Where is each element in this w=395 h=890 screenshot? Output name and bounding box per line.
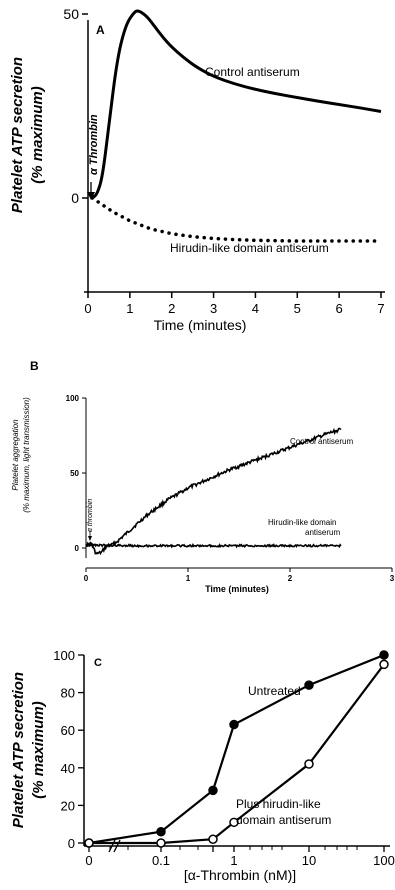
panel-a-y-tick-label: 0 <box>71 190 79 206</box>
panel-a-x-tick-label: 5 <box>294 301 301 316</box>
panel-b-y-label: Platelet aggregation <box>11 419 20 491</box>
panel-c-series-label-hirudin-line2: domain antiserum <box>236 813 331 827</box>
panel-c-hirudin-point <box>208 834 218 844</box>
panel-c-y-tick-label: 80 <box>61 686 75 701</box>
panel-c-axes: 0 0.1 1 10 100 0 20 40 60 80 100 <box>53 648 395 868</box>
panel-b-series-label-hirudin-line1: Hirudin-like domain <box>268 518 336 527</box>
panel-c-hirudin-point <box>229 817 239 828</box>
panel-c-x-tick-label: 1 <box>230 853 237 868</box>
panel-b-label: B <box>30 359 39 373</box>
panel-c-x-label: [α-Thrombin (nM)] <box>184 867 296 883</box>
panel-c-y-ticks: 0 20 40 60 80 100 <box>53 648 84 851</box>
panel-c-y-unit: (% maximum) <box>30 701 47 799</box>
panel-b-x-tick-label: 2 <box>288 574 293 583</box>
panel-b-y-tick-label: 100 <box>66 394 80 403</box>
panel-b-series-label-hirudin-line2: antiserum <box>305 528 340 537</box>
panel-b-axes: 0 1 2 3 0 50 100 <box>66 394 395 583</box>
panel-c-series-label-untreated: Untreated <box>248 684 301 698</box>
panel-b-series-control-line <box>85 427 342 556</box>
panel-c-x-tick-label: 100 <box>373 853 395 868</box>
panel-c-x-ticks: 0 0.1 1 10 100 <box>85 839 395 868</box>
panel-b-x-ticks: 0 1 2 3 <box>84 568 395 583</box>
panel-a-x-ticks: 0 1 2 3 4 5 6 7 <box>84 292 385 316</box>
panel-b-y-ticks: 0 50 100 <box>66 394 86 553</box>
panel-a-label: A <box>96 23 105 37</box>
panel-c-hirudin-point <box>304 759 314 769</box>
panel-c-hirudin-point <box>156 838 166 848</box>
panel-a-series <box>90 9 383 243</box>
panel-b-x-label: Time (minutes) <box>205 584 269 594</box>
panel-a: A 0 1 2 3 4 5 6 7 0 50 Time (minutes) Platelet A… <box>9 6 385 333</box>
panel-b-y-tick-label: 0 <box>75 544 80 553</box>
panel-a-y-ticks: 0 50 <box>63 6 88 206</box>
panel-c-untreated-point <box>304 680 314 690</box>
panel-a-x-tick-label: 3 <box>210 301 217 316</box>
panel-c-y-tick-label: 0 <box>68 836 75 851</box>
panel-a-x-tick-label: 0 <box>84 301 91 316</box>
panel-b-thrombin-arrowhead <box>88 536 92 541</box>
panel-c-series-hirudin-line <box>89 663 385 845</box>
panel-c-untreated-point <box>156 826 166 837</box>
panel-a-thrombin-annotation: α Thrombin <box>88 114 100 175</box>
panel-c-label: C <box>94 657 102 669</box>
panel-c-hirudin-point <box>84 838 94 848</box>
panel-c-y-tick-label: 60 <box>61 723 75 738</box>
panel-a-y-unit: (% maximum) <box>29 86 46 184</box>
panel-b-x-tick-label: 1 <box>186 574 191 583</box>
panel-c-series-label-hirudin-line1: Plus hirudin-like <box>236 797 321 811</box>
panel-c-hirudin-point <box>379 659 389 670</box>
panel-c-untreated-point <box>229 719 239 730</box>
panel-c-y-label: Platelet ATP secretion <box>10 672 27 828</box>
panel-a-x-tick-label: 6 <box>336 301 343 316</box>
panel-c-x-tick-label: 0 <box>85 853 92 868</box>
panel-b-series <box>85 427 342 556</box>
panel-a-series-control-line <box>91 9 382 200</box>
panel-a-x-tick-label: 1 <box>126 301 133 316</box>
panel-b-y-tick-label: 50 <box>70 469 79 478</box>
panel-a-x-tick-label: 2 <box>168 301 175 316</box>
panel-c-untreated-point <box>379 650 389 660</box>
panel-b: B 0 1 2 3 0 50 100 Time (minutes) Platelet ag… <box>11 359 395 594</box>
panel-a-series-hirudin-line <box>90 196 383 243</box>
panel-a-x-label: Time (minutes) <box>154 317 247 333</box>
panel-c-y-tick-label: 100 <box>53 648 75 663</box>
panel-b-series-label-control: Control antiserum <box>290 437 353 446</box>
panel-b-thrombin-annotation: α thrombin <box>87 499 94 532</box>
panel-b-x-tick-label: 0 <box>84 574 89 583</box>
panel-c: C 0 0.1 1 10 100 0 20 40 60 80 100 [α-Thrombin (n… <box>10 648 395 883</box>
panel-c-series-untreated-line <box>88 653 385 845</box>
panel-b-series-hirudin-line <box>85 542 342 549</box>
panel-b-x-tick-label: 3 <box>390 574 395 583</box>
panel-b-y-unit: (% maximum, light transmission) <box>22 397 31 513</box>
panel-c-untreated-point <box>208 785 218 796</box>
panel-a-series-label-hirudin: Hirudin-like domain antiserum <box>170 241 329 255</box>
panel-a-x-tick-label: 4 <box>252 301 259 316</box>
panel-a-y-tick-label: 50 <box>63 6 79 22</box>
panel-a-axes: 0 1 2 3 4 5 6 7 0 50 <box>63 6 385 316</box>
panel-a-thrombin-arrowhead <box>87 192 95 200</box>
panel-c-x-tick-label: 10 <box>302 853 316 868</box>
panel-c-y-tick-label: 40 <box>61 761 75 776</box>
panel-a-y-label: Platelet ATP secretion <box>9 57 26 213</box>
panel-c-y-tick-label: 20 <box>61 798 75 813</box>
panel-c-x-tick-label: 0.1 <box>152 853 170 868</box>
panel-c-series <box>84 650 389 848</box>
panel-a-series-label-control: Control antiserum <box>205 65 300 79</box>
panel-a-x-tick-label: 7 <box>377 301 384 316</box>
